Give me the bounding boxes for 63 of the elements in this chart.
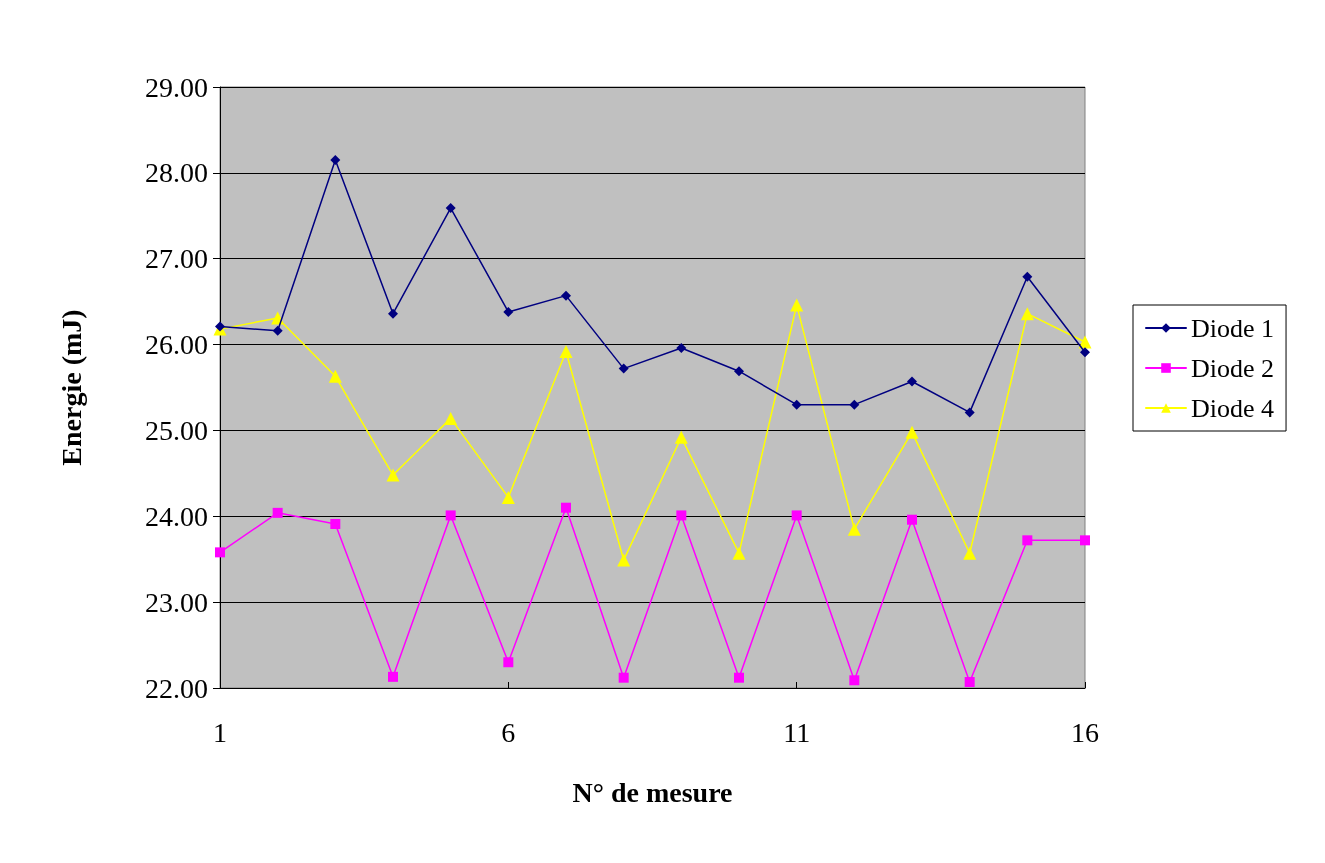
point	[791, 399, 802, 410]
point	[734, 672, 744, 683]
point	[1022, 535, 1033, 546]
x-tick-label: 6	[501, 716, 516, 748]
point	[734, 366, 744, 377]
point	[386, 468, 400, 482]
point	[272, 507, 283, 518]
point	[964, 676, 975, 687]
point	[790, 298, 804, 312]
point	[330, 154, 341, 165]
point	[791, 510, 802, 521]
y-tick-label: 24.00	[145, 500, 208, 532]
point	[618, 363, 629, 374]
point	[1080, 347, 1090, 358]
point	[907, 514, 917, 525]
point	[444, 411, 458, 425]
point	[907, 376, 917, 387]
x-tick-label: 11	[783, 716, 811, 748]
legend-label: Diode 4	[1191, 393, 1275, 423]
x-tick-label: 16	[1071, 716, 1099, 748]
point	[1020, 307, 1034, 321]
point	[1080, 535, 1090, 546]
point	[388, 308, 398, 319]
point	[330, 519, 341, 530]
point	[503, 657, 514, 668]
point	[559, 344, 573, 358]
point	[617, 553, 631, 567]
y-tick-label: 29.00	[145, 71, 208, 103]
y-tick-label: 28.00	[145, 157, 208, 189]
x-tick-label: 1	[213, 716, 227, 748]
point	[676, 510, 687, 521]
point	[618, 672, 629, 683]
point	[964, 407, 975, 418]
point	[849, 399, 860, 410]
point	[963, 546, 977, 560]
point	[1078, 335, 1092, 349]
point	[676, 343, 687, 354]
point	[445, 510, 456, 521]
y-tick-label: 26.00	[145, 329, 208, 361]
x-axis-title: N° de mesure	[572, 776, 733, 808]
legend-label: Diode 2	[1191, 353, 1275, 383]
y-tick-label: 22.00	[145, 672, 208, 704]
point	[732, 546, 746, 560]
point	[445, 203, 456, 214]
point	[561, 290, 571, 301]
legend-label: Diode 1	[1191, 313, 1275, 343]
y-tick-label: 27.00	[145, 243, 208, 275]
y-axis-title: Energie (mJ)	[55, 309, 87, 466]
point	[503, 306, 514, 317]
point	[905, 425, 919, 439]
point	[215, 547, 225, 558]
point	[328, 369, 342, 383]
point	[215, 321, 225, 332]
point	[674, 430, 688, 444]
point	[847, 522, 861, 536]
point	[388, 671, 398, 682]
point	[501, 490, 515, 504]
y-tick-label: 25.00	[145, 414, 208, 446]
y-tick-label: 23.00	[145, 586, 208, 618]
point	[1022, 271, 1033, 282]
point	[561, 502, 571, 513]
point	[272, 325, 283, 336]
point	[849, 675, 860, 686]
